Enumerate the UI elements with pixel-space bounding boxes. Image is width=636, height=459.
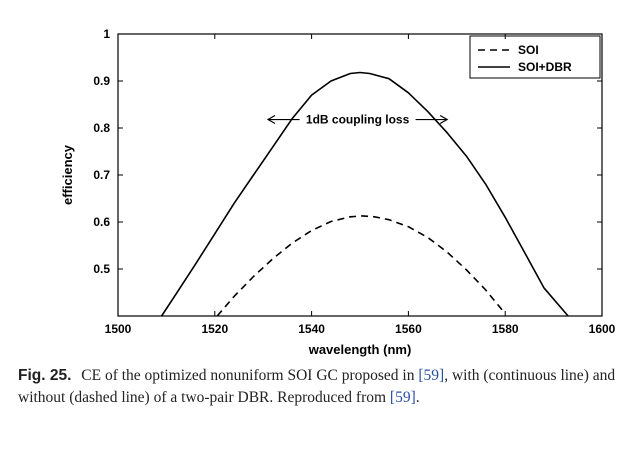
- y-tick-label: 0.6: [93, 215, 110, 229]
- series-line-soi: [216, 215, 506, 317]
- x-tick-label: 1580: [492, 322, 519, 336]
- efficiency-chart: 1dB coupling loss SOI SOI+DBR 1500 1520 154…: [60, 27, 616, 357]
- x-tick-label: 1520: [201, 322, 228, 336]
- series-line-soi-dbr: [160, 71, 569, 317]
- x-tick-label: 1540: [298, 322, 325, 336]
- y-tick-label: 1: [103, 27, 110, 41]
- reference-link-1[interactable]: [59]: [418, 367, 445, 384]
- annotation-label: 1dB coupling loss: [306, 113, 410, 127]
- arrowhead-left-icon: [266, 115, 276, 125]
- axis-ticks: 1500 1520 1540 1560 1580 1600 0.5 0.6 0.7 0.8 0.9 1: [93, 27, 615, 336]
- legend-label: SOI+DBR: [518, 60, 572, 74]
- caption-text-1: CE of the optimized nonuniform SOI GC pr…: [81, 367, 415, 384]
- legend-label: SOI: [518, 43, 539, 57]
- y-tick-label: 0.7: [93, 168, 110, 182]
- x-tick-label: 1600: [589, 322, 616, 336]
- series-lines: [160, 71, 569, 317]
- y-axis-title: efficiency: [60, 144, 75, 205]
- caption-text-2: , with (continuous line) and without (da…: [18, 367, 616, 406]
- caption-text-3: .: [415, 389, 420, 406]
- y-tick-label: 0.9: [93, 74, 110, 88]
- y-tick-label: 0.5: [93, 262, 110, 276]
- x-tick-label: 1560: [395, 322, 422, 336]
- x-tick-label: 1500: [105, 322, 132, 336]
- figure-label: Fig. 25.: [18, 367, 72, 384]
- arrowhead-right-icon: [439, 115, 449, 125]
- legend-box: [469, 35, 601, 79]
- y-tick-label: 0.8: [93, 121, 110, 135]
- reference-link-2[interactable]: [59]: [389, 389, 416, 406]
- x-axis-title: wavelength (nm): [308, 342, 412, 357]
- annotation: 1dB coupling loss: [266, 113, 449, 127]
- figure-caption: Fig. 25. CE of the optimized nonuniform …: [18, 365, 622, 409]
- legend: SOI SOI+DBR: [469, 35, 601, 79]
